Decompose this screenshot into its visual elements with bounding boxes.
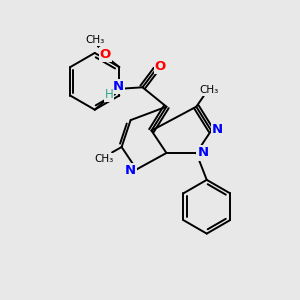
- Text: O: O: [100, 48, 111, 61]
- Text: CH₃: CH₃: [95, 154, 114, 164]
- Text: CH₃: CH₃: [200, 85, 219, 95]
- Text: O: O: [155, 60, 166, 73]
- Text: N: N: [212, 123, 223, 136]
- Text: N: N: [112, 80, 124, 93]
- Text: H: H: [105, 88, 113, 101]
- Text: CH₃: CH₃: [85, 35, 104, 45]
- Text: N: N: [124, 164, 136, 177]
- Text: N: N: [197, 146, 208, 160]
